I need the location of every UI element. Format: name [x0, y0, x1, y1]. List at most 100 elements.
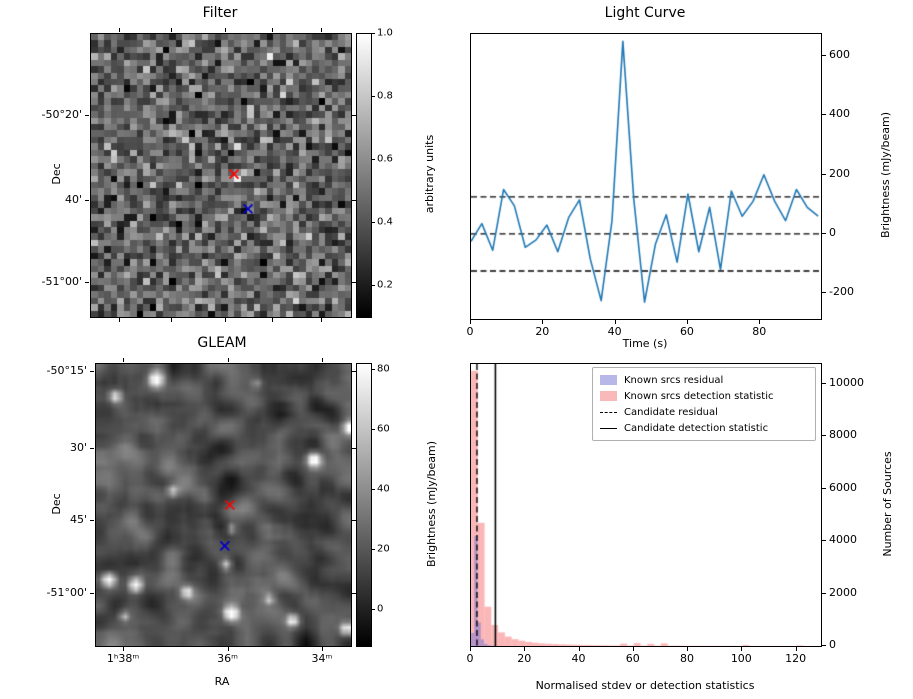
tick-mark	[90, 447, 94, 449]
legend-entry: Candidate detection statistic	[600, 420, 808, 436]
tick-label: 0.4	[377, 216, 393, 228]
filter-colorbar	[356, 33, 372, 318]
tick-mark	[741, 647, 743, 651]
tick-label: 40	[607, 325, 622, 338]
tick-mark	[352, 199, 356, 201]
tick-mark	[542, 320, 544, 324]
tick-label: 0	[829, 637, 836, 651]
tick-mark	[372, 549, 375, 550]
tick-mark	[795, 647, 797, 651]
histogram-ylabel: Number of Sources	[880, 451, 894, 557]
tick-label: -50°15'	[46, 364, 88, 378]
tick-label: 20	[517, 652, 532, 665]
tick-mark	[372, 609, 375, 610]
tick-mark	[225, 318, 227, 322]
tick-mark	[822, 114, 826, 116]
tick-label: 20	[535, 325, 550, 338]
tick-label: 80	[377, 363, 390, 375]
tick-label: 100	[730, 652, 752, 665]
tick-mark	[614, 320, 616, 324]
tick-mark	[227, 647, 229, 651]
tick-mark	[822, 540, 826, 542]
tick-label: 4000	[829, 533, 857, 547]
tick-label: 6000	[829, 480, 857, 494]
tick-label: 200	[829, 166, 850, 180]
tick-mark	[90, 371, 94, 373]
tick-mark	[90, 520, 94, 522]
tick-label: 2000	[829, 585, 857, 599]
tick-label: 30'	[69, 440, 87, 454]
tick-mark	[85, 199, 89, 201]
lightcurve-ylabel: Brightness (mJy/beam)	[878, 111, 892, 239]
tick-mark	[352, 115, 356, 117]
tick-mark	[352, 520, 356, 522]
tick-mark	[170, 28, 172, 32]
tick-mark	[272, 318, 273, 322]
tick-mark	[272, 28, 273, 32]
tick-label: -50°20'	[41, 108, 83, 122]
tick-label: 0.8	[377, 90, 393, 102]
tick-label: 1.0	[377, 27, 393, 39]
tick-label: 45'	[69, 513, 87, 527]
gleam-image	[95, 363, 352, 647]
tick-label: 20	[377, 543, 390, 555]
tick-mark	[352, 371, 356, 373]
gleam-ylabel: Dec	[49, 493, 63, 515]
legend-swatch-1	[600, 391, 617, 401]
legend-swatch-3	[600, 427, 617, 429]
legend-label: Known srcs residual	[624, 374, 724, 386]
tick-label: 8000	[829, 428, 857, 442]
tick-mark	[822, 487, 826, 489]
histogram-legend: Known srcs residual Known srcs detection…	[592, 367, 816, 441]
tick-label: 40'	[64, 192, 82, 206]
legend-entry: Known srcs detection statistic	[600, 388, 808, 404]
tick-label: 120	[785, 652, 807, 665]
tick-mark	[85, 115, 89, 117]
tick-mark	[118, 318, 120, 322]
tick-mark	[170, 318, 172, 322]
tick-mark	[225, 28, 227, 32]
tick-label: 60	[625, 652, 640, 665]
tick-mark	[321, 318, 323, 322]
legend-entry: Known srcs residual	[600, 372, 808, 388]
tick-mark	[632, 647, 634, 651]
filter-colorbar-label: arbitrary units	[422, 134, 436, 214]
tick-label: -200	[829, 285, 854, 299]
tick-mark	[321, 647, 323, 651]
tick-mark	[321, 358, 323, 362]
tick-mark	[90, 592, 94, 594]
filter-ylabel: Dec	[49, 163, 63, 185]
tick-label: 0	[377, 603, 384, 615]
gleam-colorbar-label: Brightness (mJy/beam)	[424, 440, 438, 568]
filter-image	[90, 33, 352, 318]
tick-label: 40	[571, 652, 586, 665]
tick-mark	[470, 320, 471, 324]
tick-mark	[118, 28, 120, 32]
tick-label: 40	[377, 483, 390, 495]
legend-swatch-0	[600, 375, 617, 385]
tick-mark	[686, 320, 688, 324]
tick-mark	[123, 647, 125, 651]
gleam-colorbar	[356, 363, 372, 647]
tick-mark	[470, 647, 471, 651]
tick-mark	[822, 435, 826, 437]
tick-mark	[759, 320, 761, 324]
histogram-xlabel: Normalised stdev or detection statistics	[535, 679, 755, 692]
tick-label: 34ᵐ	[311, 652, 333, 665]
tick-label: 400	[829, 107, 850, 121]
legend-swatch-2	[600, 411, 617, 413]
tick-mark	[352, 447, 356, 449]
tick-mark	[321, 28, 323, 32]
tick-mark	[578, 647, 580, 651]
tick-label: 0	[829, 225, 836, 239]
lightcurve-plot	[470, 33, 822, 320]
tick-mark	[822, 232, 826, 234]
tick-mark	[372, 429, 375, 430]
lightcurve-title: Light Curve	[604, 5, 686, 21]
tick-mark	[687, 647, 689, 651]
tick-label: -51°00'	[46, 585, 88, 599]
tick-mark	[372, 489, 375, 490]
tick-label: -51°00'	[41, 274, 83, 288]
tick-mark	[372, 284, 375, 286]
legend-label: Candidate residual	[624, 406, 718, 418]
